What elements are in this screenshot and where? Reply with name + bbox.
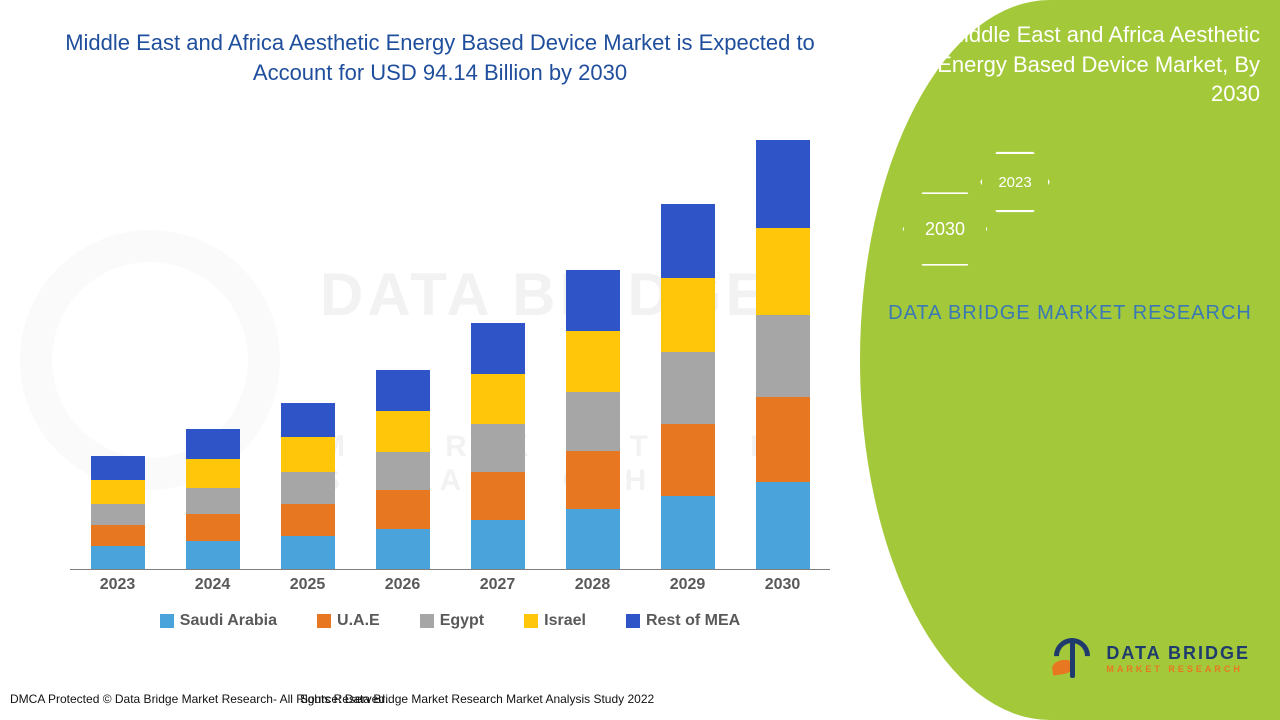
- xlabel-2029: 2029: [670, 576, 706, 594]
- segment-rest-of-mea: [281, 403, 335, 438]
- segment-rest-of-mea: [756, 140, 810, 228]
- segment-rest-of-mea: [566, 270, 620, 331]
- xlabel-2023: 2023: [100, 576, 136, 594]
- xlabel-2026: 2026: [385, 576, 421, 594]
- x-axis-baseline: [70, 569, 830, 570]
- x-axis-labels: 2023 2024 2025 2026 2027 2028 2029 2030: [70, 576, 830, 594]
- segment-u-a-e: [186, 514, 240, 541]
- segment-israel: [566, 331, 620, 392]
- chart-legend: Saudi Arabia U.A.E Egypt Israel Rest of MEA: [70, 612, 830, 630]
- footer-source: Source: Data Bridge Market Research Mark…: [300, 692, 654, 706]
- legend-swatch-icon: [160, 614, 174, 628]
- logo-text: DATA BRIDGE MARKET RESEARCH: [1106, 643, 1250, 674]
- segment-u-a-e: [566, 451, 620, 509]
- legend-swatch-icon: [317, 614, 331, 628]
- logo-line-1: DATA BRIDGE: [1106, 643, 1250, 664]
- legend-swatch-icon: [420, 614, 434, 628]
- logo-line-2: MARKET RESEARCH: [1106, 664, 1250, 674]
- bars-container: [70, 120, 830, 570]
- segment-rest-of-mea: [661, 204, 715, 278]
- segment-rest-of-mea: [186, 429, 240, 458]
- hexagon-badges: 2030 2023: [900, 150, 1100, 290]
- right-panel-title: Middle East and Africa Aesthetic Energy …: [920, 20, 1260, 109]
- segment-u-a-e: [661, 424, 715, 496]
- segment-egypt: [566, 392, 620, 450]
- segment-egypt: [376, 452, 430, 490]
- legend-label: Rest of MEA: [646, 612, 740, 630]
- bar-2023: [91, 456, 145, 570]
- segment-egypt: [471, 424, 525, 472]
- segment-egypt: [756, 315, 810, 397]
- legend-item-israel: Israel: [524, 612, 586, 630]
- legend-label: Saudi Arabia: [180, 612, 277, 630]
- legend-label: Egypt: [440, 612, 484, 630]
- data-bridge-logo: DATA BRIDGE MARKET RESEARCH: [1052, 636, 1250, 680]
- segment-saudi-arabia: [661, 496, 715, 570]
- segment-u-a-e: [281, 504, 335, 536]
- right-panel-brand-text: DATA BRIDGE MARKET RESEARCH: [860, 300, 1280, 327]
- segment-israel: [91, 480, 145, 504]
- bar-2029: [661, 204, 715, 570]
- logo-mark-icon: [1052, 636, 1096, 680]
- segment-u-a-e: [756, 397, 810, 482]
- segment-israel: [186, 459, 240, 488]
- segment-egypt: [281, 472, 335, 504]
- legend-item-rest-of-mea: Rest of MEA: [626, 612, 740, 630]
- segment-rest-of-mea: [376, 370, 430, 411]
- chart-plot-area: [70, 120, 830, 570]
- bar-2027: [471, 323, 525, 570]
- segment-saudi-arabia: [471, 520, 525, 570]
- segment-saudi-arabia: [91, 546, 145, 570]
- segment-rest-of-mea: [471, 323, 525, 373]
- segment-egypt: [186, 488, 240, 515]
- legend-item-saudi-arabia: Saudi Arabia: [160, 612, 277, 630]
- segment-u-a-e: [471, 472, 525, 520]
- xlabel-2027: 2027: [480, 576, 516, 594]
- bar-2030: [756, 140, 810, 570]
- segment-rest-of-mea: [91, 456, 145, 480]
- hexagon-2023: 2023: [978, 150, 1052, 214]
- segment-u-a-e: [376, 490, 430, 528]
- xlabel-2030: 2030: [765, 576, 801, 594]
- segment-israel: [281, 437, 335, 472]
- bar-2024: [186, 429, 240, 570]
- legend-label: Israel: [544, 612, 586, 630]
- segment-saudi-arabia: [281, 536, 335, 571]
- legend-label: U.A.E: [337, 612, 380, 630]
- legend-item-u-a-e: U.A.E: [317, 612, 380, 630]
- segment-israel: [661, 278, 715, 352]
- right-info-panel: Middle East and Africa Aesthetic Energy …: [860, 0, 1280, 720]
- xlabel-2024: 2024: [195, 576, 231, 594]
- bar-2026: [376, 370, 430, 570]
- segment-saudi-arabia: [566, 509, 620, 570]
- segment-egypt: [661, 352, 715, 424]
- segment-u-a-e: [91, 525, 145, 546]
- segment-israel: [376, 411, 430, 452]
- legend-swatch-icon: [626, 614, 640, 628]
- bar-2028: [566, 270, 620, 570]
- segment-israel: [471, 374, 525, 424]
- segment-egypt: [91, 504, 145, 525]
- segment-israel: [756, 228, 810, 316]
- xlabel-2028: 2028: [575, 576, 611, 594]
- bar-2025: [281, 403, 335, 570]
- xlabel-2025: 2025: [290, 576, 326, 594]
- chart-title: Middle East and Africa Aesthetic Energy …: [60, 28, 820, 87]
- legend-item-egypt: Egypt: [420, 612, 484, 630]
- segment-saudi-arabia: [186, 541, 240, 570]
- hexagon-2030: 2030: [900, 190, 990, 268]
- segment-saudi-arabia: [376, 529, 430, 570]
- legend-swatch-icon: [524, 614, 538, 628]
- segment-saudi-arabia: [756, 482, 810, 570]
